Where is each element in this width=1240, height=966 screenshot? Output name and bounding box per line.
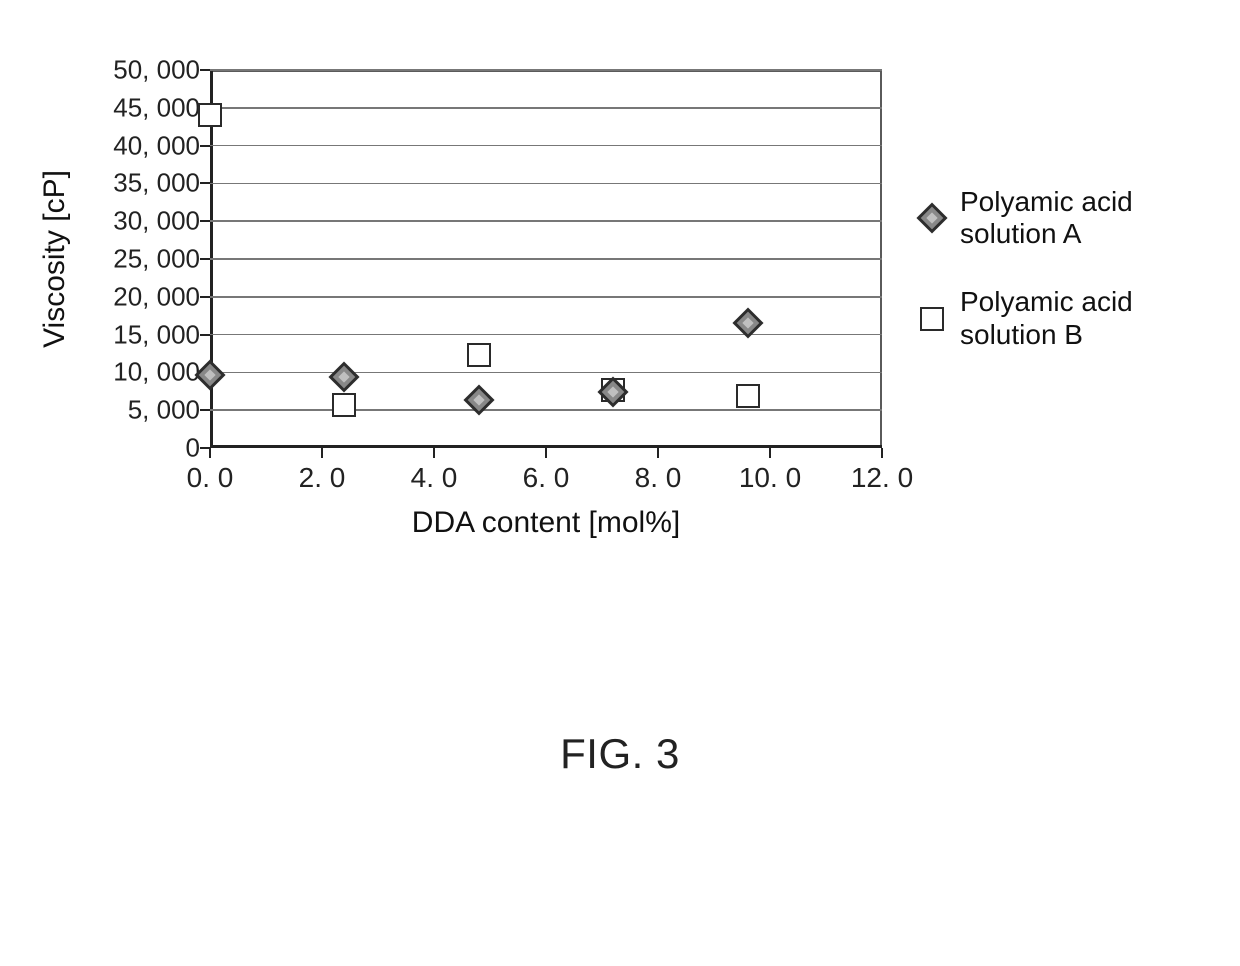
data-point <box>468 389 490 411</box>
scatter-chart: 05, 00010, 00015, 00020, 00025, 00030, 0… <box>210 70 882 448</box>
page-root: 05, 00010, 00015, 00020, 00025, 00030, 0… <box>0 0 1240 966</box>
x-axis-label: DDA content [mol%] <box>412 506 680 540</box>
y-axis-label: Viscosity [cP] <box>38 170 72 348</box>
legend-label-line2: solution B <box>960 319 1083 350</box>
gridline <box>210 258 882 260</box>
x-tick-label: 2. 0 <box>299 448 346 494</box>
x-tick-label: 6. 0 <box>523 448 570 494</box>
y-tick-label: 25, 000 <box>113 244 210 275</box>
x-tick-label: 0. 0 <box>187 448 234 494</box>
gridline <box>210 145 882 147</box>
legend-label-line1: Polyamic acid <box>960 186 1133 217</box>
gridline <box>210 69 882 71</box>
figure-caption: FIG. 3 <box>560 730 680 778</box>
gridline <box>210 372 882 374</box>
gridline <box>210 183 882 185</box>
y-tick-label: 45, 000 <box>113 92 210 123</box>
data-point <box>332 393 356 417</box>
data-point <box>198 103 222 127</box>
x-tick-label: 10. 0 <box>739 448 801 494</box>
legend-label-line1: Polyamic acid <box>960 286 1133 317</box>
legend-label: Polyamic acid solution B <box>960 286 1133 350</box>
gridline <box>210 107 882 109</box>
gridline <box>210 409 882 411</box>
y-tick-label: 40, 000 <box>113 130 210 161</box>
square-icon <box>918 305 946 333</box>
x-tick-label: 12. 0 <box>851 448 913 494</box>
data-point <box>737 312 759 334</box>
x-tick-label: 8. 0 <box>635 448 682 494</box>
gridline <box>210 296 882 298</box>
y-tick-label: 5, 000 <box>128 395 210 426</box>
data-point <box>736 384 760 408</box>
gridline <box>210 220 882 222</box>
data-point <box>333 366 355 388</box>
gridline <box>210 334 882 336</box>
legend: Polyamic acid solution A Polyamic acid s… <box>918 186 1133 387</box>
y-tick-label: 20, 000 <box>113 281 210 312</box>
x-tick-label: 4. 0 <box>411 448 458 494</box>
data-point <box>602 381 624 403</box>
y-tick-label: 15, 000 <box>113 319 210 350</box>
data-point <box>199 364 221 386</box>
legend-label: Polyamic acid solution A <box>960 186 1133 250</box>
legend-label-line2: solution A <box>960 218 1081 249</box>
diamond-icon <box>918 204 946 232</box>
y-tick-label: 50, 000 <box>113 55 210 86</box>
data-point <box>467 343 491 367</box>
y-tick-label: 30, 000 <box>113 206 210 237</box>
legend-item-series-b: Polyamic acid solution B <box>918 286 1133 350</box>
y-tick-label: 35, 000 <box>113 168 210 199</box>
legend-item-series-a: Polyamic acid solution A <box>918 186 1133 250</box>
